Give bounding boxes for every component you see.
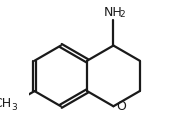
Text: NH: NH (104, 6, 123, 19)
Text: 3: 3 (12, 103, 17, 112)
Text: 2: 2 (120, 10, 125, 19)
Text: CH: CH (0, 97, 11, 111)
Text: O: O (116, 100, 126, 113)
